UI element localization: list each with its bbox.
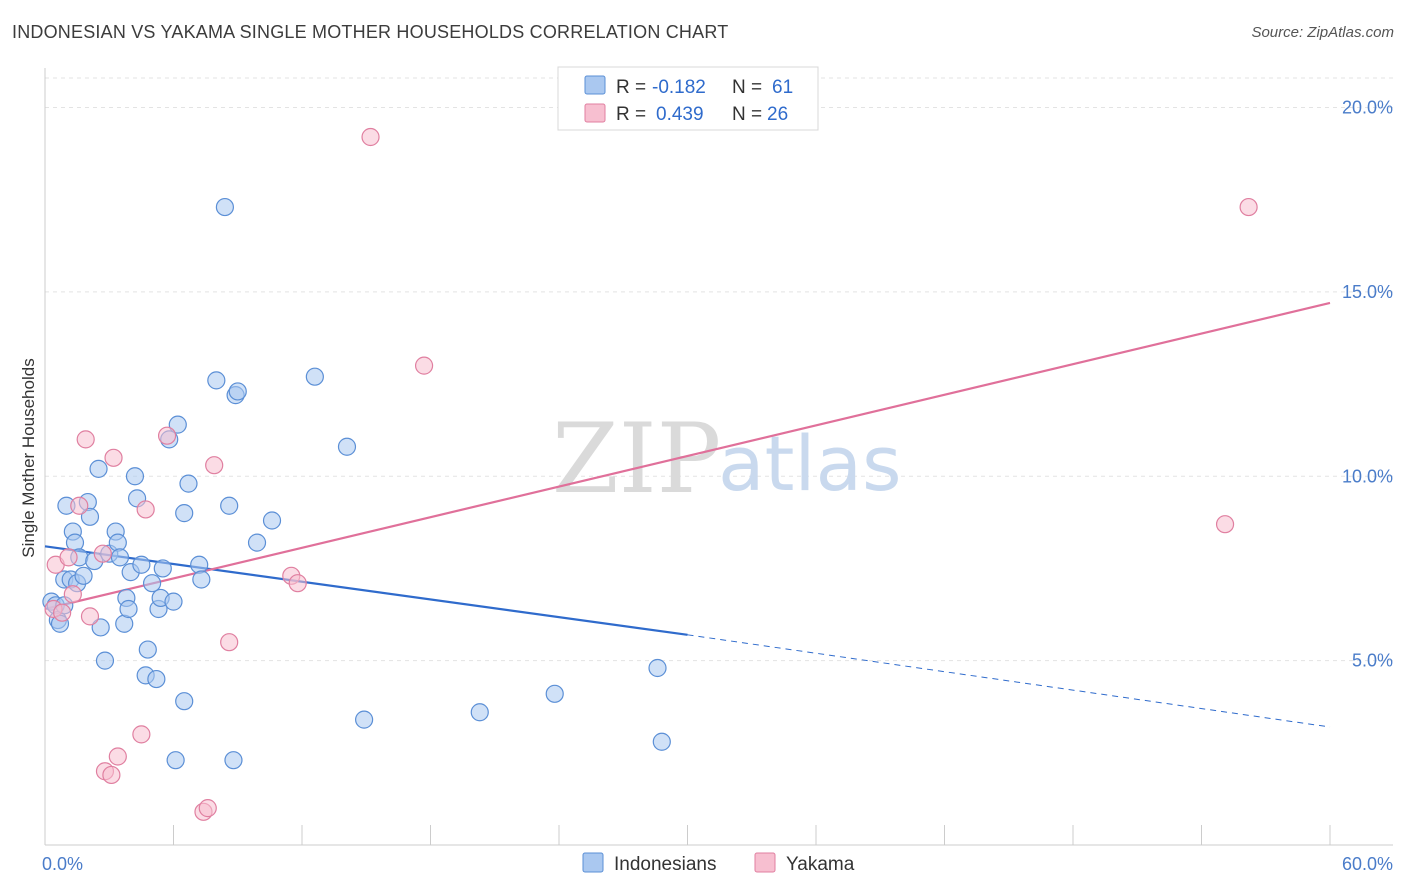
- point-indonesians-57: [470, 703, 489, 722]
- point-indonesians-17: [91, 618, 110, 637]
- y-tick-labels: 5.0% 10.0% 15.0% 20.0%: [1342, 98, 1393, 671]
- series-legend-label-indonesians: Indonesians: [614, 854, 716, 875]
- x-tick-label-max: 60.0%: [1342, 854, 1393, 874]
- y-tick-label-3: 20.0%: [1342, 98, 1393, 118]
- point-indonesians-39: [166, 751, 185, 770]
- y-tick-label-1: 10.0%: [1342, 466, 1393, 486]
- point-yakama-3: [59, 548, 78, 567]
- point-indonesians-31: [138, 640, 157, 659]
- point-yakama-8: [93, 544, 112, 563]
- legend-r-label-2: R =: [616, 104, 646, 125]
- point-yakama-22: [361, 127, 380, 147]
- trend-line-indonesians-extrapolated: [687, 634, 1331, 728]
- point-yakama-25: [1239, 197, 1258, 217]
- point-indonesians-54: [305, 367, 324, 386]
- watermark: ZIP atlas: [552, 403, 902, 515]
- point-indonesians-14: [80, 507, 100, 526]
- point-indonesians-33: [147, 669, 166, 689]
- series-legend: Indonesians Yakama: [582, 852, 855, 875]
- stats-legend: R = -0.182 N = 61 R = 0.439 N = 26: [557, 66, 819, 131]
- data-points: [42, 127, 1258, 821]
- legend-n-label-2: N =: [732, 104, 762, 125]
- axes: [44, 68, 1393, 846]
- point-indonesians-52: [247, 533, 267, 552]
- series-legend-swatch-yakama: [754, 852, 776, 873]
- point-indonesians-29: [132, 555, 151, 574]
- legend-r-value-1: -0.182: [652, 77, 706, 98]
- point-yakama-6: [76, 430, 95, 449]
- trend-line-indonesians: [44, 545, 688, 636]
- point-indonesians-51: [228, 382, 247, 401]
- point-indonesians-56: [355, 710, 374, 729]
- point-yakama-15: [157, 426, 177, 445]
- legend-swatch-indonesians: [584, 75, 606, 95]
- watermark-atlas: atlas: [718, 419, 902, 508]
- point-indonesians-55: [337, 437, 357, 456]
- point-yakama-14: [136, 500, 155, 519]
- point-indonesians-43: [179, 474, 198, 493]
- point-yakama-18: [205, 456, 224, 475]
- point-indonesians-47: [215, 197, 234, 217]
- point-indonesians-42: [175, 692, 194, 711]
- point-yakama-12: [108, 747, 127, 766]
- y-axis-label: Single Mother Households: [19, 358, 38, 557]
- point-indonesians-48: [220, 496, 239, 515]
- point-yakama-13: [132, 725, 151, 744]
- point-yakama-21: [288, 574, 307, 593]
- point-indonesians-53: [262, 511, 282, 530]
- legend-r-value-2: 0.439: [656, 104, 704, 125]
- point-yakama-11: [104, 448, 123, 467]
- point-yakama-17: [198, 799, 217, 818]
- series-legend-swatch-indonesians: [582, 852, 604, 873]
- point-indonesians-58: [545, 684, 564, 703]
- point-indonesians-60: [652, 732, 671, 751]
- point-yakama-4: [63, 585, 82, 604]
- x-tick-label-min: 0.0%: [42, 854, 83, 874]
- point-yakama-7: [80, 607, 100, 626]
- chart-title: INDONESIAN VS YAKAMA SINGLE MOTHER HOUSE…: [12, 22, 729, 42]
- point-indonesians-16: [89, 459, 108, 478]
- series-legend-label-yakama: Yakama: [786, 854, 855, 875]
- point-yakama-19: [220, 633, 239, 652]
- point-yakama-2: [53, 603, 72, 622]
- trend-line-yakama: [44, 301, 1331, 611]
- point-indonesians-46: [207, 371, 226, 390]
- legend-n-label-1: N =: [732, 77, 762, 98]
- y-tick-label-2: 15.0%: [1342, 282, 1393, 302]
- point-yakama-5: [70, 496, 89, 515]
- point-indonesians-38: [164, 592, 183, 611]
- point-indonesians-22: [110, 548, 130, 567]
- point-yakama-23: [414, 356, 434, 375]
- point-indonesians-12: [74, 566, 93, 585]
- point-indonesians-27: [125, 467, 145, 486]
- point-indonesians-59: [648, 658, 667, 678]
- watermark-zip: ZIP: [552, 403, 721, 515]
- legend-r-label-1: R =: [616, 77, 646, 98]
- point-yakama-10: [102, 765, 121, 785]
- legend-n-value-2: 26: [767, 104, 788, 125]
- point-yakama-24: [1215, 515, 1235, 534]
- point-indonesians-18: [95, 651, 115, 670]
- point-indonesians-40: [168, 415, 187, 434]
- trend-lines: [44, 301, 1331, 728]
- chart-source: Source: ZipAtlas.com: [1251, 24, 1394, 41]
- point-indonesians-49: [224, 751, 243, 770]
- point-indonesians-45: [192, 570, 211, 589]
- point-indonesians-32: [142, 574, 162, 593]
- legend-swatch-yakama: [584, 103, 606, 123]
- legend-n-value-1: 61: [772, 77, 793, 98]
- point-indonesians-36: [153, 559, 172, 578]
- y-tick-label-0: 5.0%: [1352, 651, 1393, 671]
- point-indonesians-25: [119, 599, 138, 619]
- point-indonesians-41: [175, 504, 194, 523]
